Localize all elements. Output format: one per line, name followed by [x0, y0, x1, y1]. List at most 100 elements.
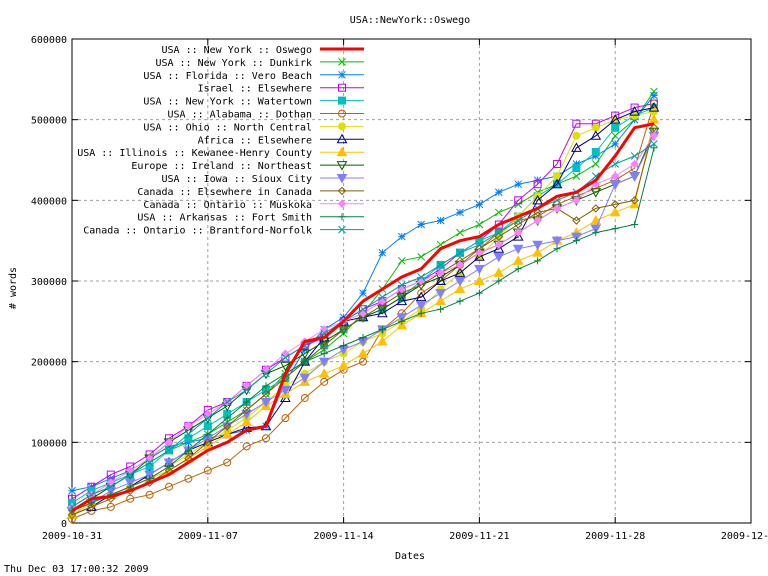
data-point: [203, 438, 213, 447]
data-point: [495, 277, 503, 285]
data-point: [336, 174, 348, 184]
data-point: [378, 300, 387, 310]
x-tick-label: 2009-10-31: [42, 531, 102, 542]
series-layer: [66, 87, 660, 523]
data-point: [243, 398, 251, 406]
data-point: [223, 398, 232, 406]
data-point: [299, 373, 311, 384]
series-11: [67, 123, 659, 520]
data-point: [260, 398, 272, 408]
data-point: [551, 236, 563, 247]
data-point: [396, 313, 408, 323]
y-tick-label: 200000: [31, 358, 67, 369]
data-point: [358, 313, 368, 322]
data-point: [261, 389, 271, 399]
data-point: [630, 196, 639, 205]
data-point: [611, 131, 620, 140]
data-point: [454, 283, 466, 294]
data-point: [417, 309, 425, 317]
data-point: [609, 206, 621, 217]
data-point: [533, 180, 542, 189]
data-point: [203, 422, 212, 431]
data-point: [514, 200, 523, 209]
data-point: [630, 103, 639, 112]
data-point: [203, 466, 212, 475]
data-point: [553, 245, 561, 253]
data-point: [359, 289, 367, 297]
data-point: [338, 109, 346, 118]
data-point: [262, 369, 270, 378]
data-point: [397, 288, 407, 298]
data-point: [572, 119, 581, 128]
data-point: [514, 265, 522, 273]
x-axis: 2009-10-31 2009-11-07 2009-11-14 2009-11-21…: [42, 39, 768, 542]
data-point: [165, 482, 173, 491]
data-point: [126, 483, 134, 491]
data-point: [650, 140, 658, 148]
data-point: [514, 196, 523, 205]
data-point: [456, 208, 464, 217]
data-point: [631, 221, 639, 229]
data-point: [280, 361, 291, 372]
data-point: [493, 252, 505, 263]
data-point: [572, 172, 581, 180]
y-tick-label: 600000: [31, 35, 67, 46]
y-axis-label: # words: [8, 267, 19, 309]
x-tick-label: 2009-11-28: [585, 531, 645, 542]
data-point: [416, 280, 426, 290]
data-point: [629, 172, 640, 182]
data-point: [338, 360, 349, 370]
data-point: [649, 123, 659, 132]
data-point: [436, 216, 445, 225]
data-point: [630, 111, 639, 120]
legend-label: Canada :: Ontario :: Muskoka: [143, 200, 312, 211]
legend-label: USA :: Illinois :: Kewanee-Henry County: [77, 148, 312, 159]
data-point: [435, 275, 446, 285]
data-point: [415, 291, 427, 302]
data-point: [650, 107, 658, 116]
data-point: [532, 240, 543, 251]
legend-label: Europe :: Ireland :: Northeast: [131, 161, 312, 172]
data-point: [281, 414, 290, 423]
data-point: [591, 204, 601, 213]
data-point: [300, 393, 309, 402]
data-point: [591, 147, 600, 156]
data-point: [67, 510, 77, 520]
data-point: [475, 220, 484, 229]
data-point: [533, 176, 542, 185]
data-point: [650, 144, 658, 152]
data-point: [262, 382, 270, 390]
data-point: [377, 307, 388, 318]
data-point: [164, 438, 174, 447]
data-point: [165, 463, 173, 471]
y-tick-label: 300000: [31, 277, 67, 288]
data-point: [591, 123, 600, 132]
data-point: [417, 220, 426, 229]
data-point: [204, 430, 212, 438]
data-point: [320, 350, 328, 358]
data-point: [378, 248, 387, 257]
data-point: [357, 348, 369, 358]
data-point: [222, 421, 232, 431]
data-point: [126, 470, 135, 479]
data-point: [494, 240, 504, 249]
data-point: [184, 430, 193, 439]
data-point: [318, 357, 330, 368]
data-point: [532, 247, 543, 257]
data-point: [533, 216, 542, 225]
data-point: [336, 146, 348, 157]
data-point: [512, 244, 524, 255]
data-point: [475, 289, 483, 297]
x-tick-label: 2009-11-07: [178, 531, 238, 542]
data-point: [512, 231, 524, 241]
legend-label: USA :: Alabama :: Dothan: [168, 110, 313, 121]
data-point: [106, 470, 115, 479]
legend-label: USA :: New York :: Dunkirk: [155, 58, 312, 69]
data-point: [590, 224, 602, 235]
series-0: [71, 122, 655, 513]
data-point: [552, 204, 562, 213]
data-point: [572, 160, 581, 168]
legend-label: USA :: New York :: Oswego: [161, 45, 312, 56]
data-point: [648, 102, 660, 112]
data-point: [572, 164, 581, 173]
